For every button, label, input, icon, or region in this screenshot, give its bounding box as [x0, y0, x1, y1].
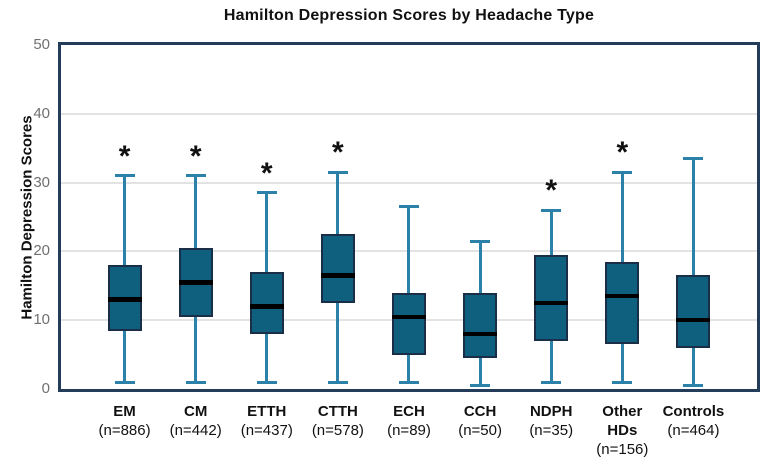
plot-inner: * * * * * * [61, 45, 757, 389]
median-line [249, 304, 284, 309]
whisker-line [691, 158, 695, 386]
category-n-label: (n=35) [529, 422, 574, 439]
gridline-40 [61, 112, 757, 115]
significance-asterisk: * [189, 139, 202, 173]
iqr-box [534, 254, 569, 341]
significance-asterisk: * [118, 139, 131, 173]
category-label: Controls [662, 403, 725, 420]
whisker-cap-top [256, 191, 277, 195]
category-n-label: (n=578) [311, 422, 364, 439]
median-line [391, 314, 426, 319]
boxplot-ndph: * [516, 45, 587, 389]
category-n-label: (n=89) [387, 422, 431, 439]
significance-asterisk: * [616, 136, 629, 170]
median-line [534, 300, 569, 306]
iqr-box [605, 261, 640, 345]
iqr-box [676, 275, 711, 348]
whisker-cap-top [612, 170, 633, 174]
category-label: NDPH [529, 403, 573, 420]
iqr-box [320, 234, 355, 303]
category-label: Other HDs [602, 403, 643, 439]
whisker-cap-top [683, 157, 704, 161]
category-n-label: (n=437) [240, 422, 293, 439]
gridline-30 [61, 181, 757, 184]
x-axis-labels: EM (n=886) CM (n=442) ETTH (n=437) CTTH (n=578)… [89, 402, 729, 459]
category-label: CTTH [317, 403, 358, 420]
category-n-label: (n=156) [596, 441, 649, 458]
whisker-cap-bottom [541, 380, 562, 384]
significance-asterisk: * [545, 174, 558, 208]
y-tick-label-40: 40 [33, 104, 50, 122]
boxplot-ctth: * [302, 45, 373, 389]
boxplot-other-hds: * [587, 45, 658, 389]
boxplot-etth: * [231, 45, 302, 389]
x-label-ech: ECH (n=89) [373, 402, 444, 459]
whisker-cap-bottom [327, 380, 348, 384]
boxplot-em: * [89, 45, 160, 389]
iqr-box [463, 292, 498, 359]
y-tick-label-10: 10 [33, 311, 50, 329]
iqr-box [249, 272, 284, 334]
whisker-cap-bottom [612, 380, 633, 384]
x-label-cch: CCH (n=50) [445, 402, 516, 459]
category-label: CM [183, 403, 208, 420]
x-label-em: EM (n=886) [89, 402, 160, 459]
category-n-label: (n=50) [458, 422, 502, 439]
x-label-ndph: NDPH (n=35) [516, 402, 587, 459]
whisker-cap-bottom [683, 384, 704, 388]
boxplot-cm: * [160, 45, 231, 389]
x-label-ctth: CTTH (n=578) [302, 402, 373, 459]
x-label-other-hds: Other HDs (n=156) [587, 402, 658, 459]
median-line [320, 273, 355, 278]
boxplot-cch [445, 45, 516, 389]
whisker-cap-top [398, 205, 419, 209]
category-label: ETTH [247, 403, 287, 420]
category-label: ECH [393, 403, 425, 420]
significance-asterisk: * [260, 156, 273, 190]
significance-asterisk: * [332, 136, 344, 170]
category-label: EM [113, 403, 136, 420]
x-label-cm: CM (n=442) [160, 402, 231, 459]
x-label-controls: Controls (n=464) [658, 402, 729, 459]
whisker-cap-bottom [185, 380, 206, 384]
whisker-cap-top [327, 170, 348, 174]
whisker-cap-top [541, 208, 562, 212]
whisker-cap-bottom [398, 380, 419, 384]
chart-title: Hamilton Depression Scores by Headache T… [223, 7, 595, 24]
y-tick-label-50: 50 [33, 36, 50, 53]
whisker-cap-top [114, 174, 135, 178]
median-line [605, 293, 640, 299]
category-n-label: (n=886) [98, 422, 151, 439]
median-line [463, 331, 498, 337]
y-tick-label-20: 20 [33, 242, 50, 260]
whisker-cap-bottom [256, 380, 277, 384]
y-axis-label: Hamilton Depression Scores [18, 115, 36, 320]
plot-area: * * * * * * [58, 42, 760, 392]
whisker-cap-bottom [470, 384, 491, 388]
y-tick-label-30: 30 [33, 173, 50, 191]
median-line [107, 297, 142, 302]
whisker-cap-top [185, 174, 206, 178]
category-n-label: (n=442) [169, 422, 222, 439]
category-n-label: (n=464) [667, 422, 720, 439]
boxplot-ech [373, 45, 444, 389]
y-tick-label-0: 0 [41, 380, 50, 397]
x-label-etth: ETTH (n=437) [231, 402, 302, 459]
category-label: CCH [463, 403, 497, 420]
whisker-cap-top [470, 239, 491, 243]
boxplot-controls [658, 45, 729, 389]
whisker-cap-bottom [114, 380, 135, 384]
median-line [676, 317, 711, 323]
iqr-box [391, 292, 426, 355]
median-line [178, 280, 213, 285]
boxplot-series-layer: * * * * * * [89, 45, 729, 389]
